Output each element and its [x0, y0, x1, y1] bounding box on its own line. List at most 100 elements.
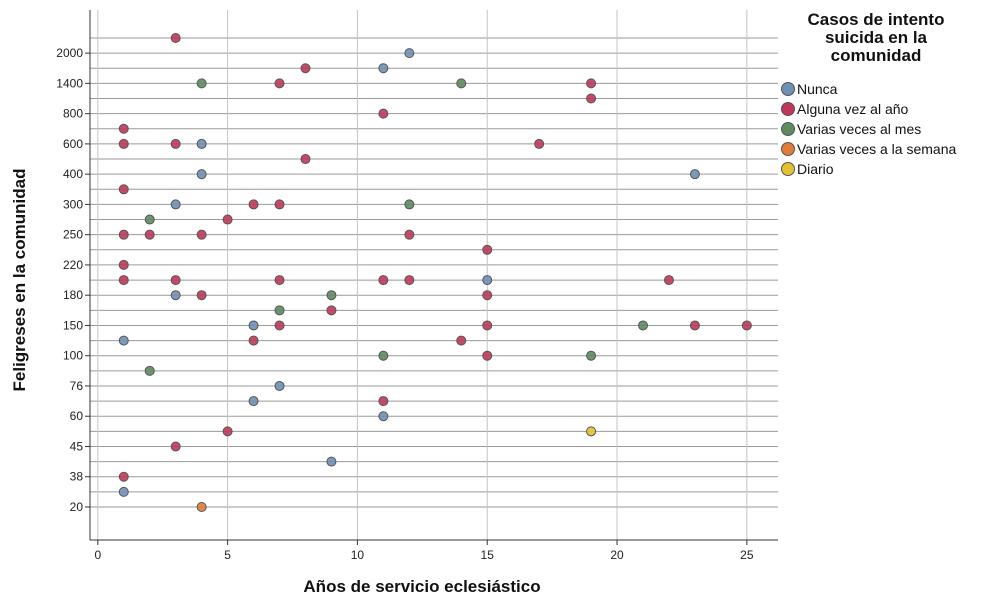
data-point [482, 244, 493, 255]
data-points [118, 33, 752, 512]
y-tick-label: 250 [63, 228, 83, 242]
y-tick-label: 1400 [56, 76, 83, 90]
data-point [170, 33, 181, 43]
y-axis-title: Feligreses en la comunidad [10, 169, 29, 392]
y-tick-label: 180 [63, 288, 83, 302]
data-point [170, 199, 181, 210]
data-point [118, 138, 129, 149]
legend-label: Diario [797, 161, 834, 177]
data-point [378, 108, 389, 119]
data-point [118, 259, 129, 270]
y-tick-label: 800 [63, 107, 83, 121]
data-point [404, 199, 415, 210]
legend-label: Nunca [797, 81, 838, 97]
data-point [378, 396, 389, 407]
data-point [456, 335, 467, 346]
data-point [378, 275, 389, 286]
data-point [118, 486, 129, 497]
data-point [118, 471, 129, 482]
y-tick-label: 600 [63, 137, 83, 151]
x-tick-label: 20 [610, 548, 624, 562]
legend-title-line: comunidad [831, 46, 922, 65]
data-point [222, 214, 233, 225]
x-tick-label: 0 [94, 548, 101, 562]
data-point [378, 350, 389, 361]
data-point [637, 320, 648, 331]
y-tick-label: 150 [63, 318, 83, 332]
legend-title-line: suicida en la [825, 28, 928, 47]
y-tick-label: 20 [70, 500, 84, 514]
data-point [274, 275, 285, 286]
data-point [196, 78, 207, 89]
data-point [586, 78, 597, 89]
y-tick-label: 60 [70, 409, 84, 423]
data-point [586, 350, 597, 361]
data-point [170, 290, 181, 301]
data-point [482, 275, 493, 286]
legend-marker [781, 122, 795, 136]
y-tick-label: 300 [63, 197, 83, 211]
data-point [170, 441, 181, 452]
data-point [326, 290, 337, 301]
x-tick-label: 5 [224, 548, 231, 562]
data-point [118, 335, 129, 346]
data-point [404, 275, 415, 286]
data-point [144, 365, 155, 376]
x-tick-label: 25 [740, 548, 754, 562]
data-point [196, 169, 207, 180]
data-point [118, 123, 129, 134]
legend-marker [781, 82, 795, 96]
data-point [404, 48, 415, 59]
legend-marker [781, 142, 795, 156]
data-point [170, 138, 181, 149]
data-point [274, 380, 285, 391]
legend-label: Varias veces a la semana [797, 141, 956, 157]
data-point [170, 275, 181, 286]
data-point [482, 350, 493, 361]
data-point [248, 396, 259, 407]
y-tick-label: 38 [70, 470, 84, 484]
data-point [274, 199, 285, 210]
data-point [404, 229, 415, 240]
x-tick-label: 10 [351, 548, 365, 562]
y-tick-label: 220 [63, 258, 83, 272]
data-point [274, 320, 285, 331]
data-point [196, 502, 207, 512]
legend-marker [781, 102, 795, 116]
data-point [196, 290, 207, 301]
y-tick-label: 100 [63, 349, 83, 363]
data-point [663, 275, 674, 286]
legend-title-line: Casos de intento [808, 10, 945, 29]
x-axis-title: Años de servicio eclesiástico [303, 577, 540, 596]
data-point [378, 63, 389, 74]
grid-lines [90, 10, 778, 540]
data-point [326, 456, 337, 467]
y-tick-label: 2000 [56, 46, 83, 60]
data-point [118, 184, 129, 195]
data-point [274, 78, 285, 89]
data-point [482, 320, 493, 331]
data-point [196, 229, 207, 240]
data-point [456, 78, 467, 89]
data-point [586, 426, 597, 437]
data-point [248, 335, 259, 346]
y-tick-label: 400 [63, 167, 83, 181]
data-point [118, 275, 129, 286]
x-tick-label: 15 [481, 548, 495, 562]
data-point [248, 320, 259, 331]
data-point [300, 63, 311, 74]
data-point [586, 93, 597, 104]
y-tick-label: 45 [70, 439, 84, 453]
data-point [689, 320, 700, 331]
axes: 0 5 10 15 20 25 20 38 45 60 76 100 150 180 220 250 300 40… [56, 10, 778, 562]
data-point [118, 229, 129, 240]
data-point [741, 320, 752, 331]
data-point [274, 305, 285, 316]
data-point [378, 411, 389, 422]
legend-label: Alguna vez al año [797, 101, 909, 117]
data-point [144, 229, 155, 240]
data-point [300, 154, 311, 165]
y-tick-label: 76 [70, 379, 84, 393]
